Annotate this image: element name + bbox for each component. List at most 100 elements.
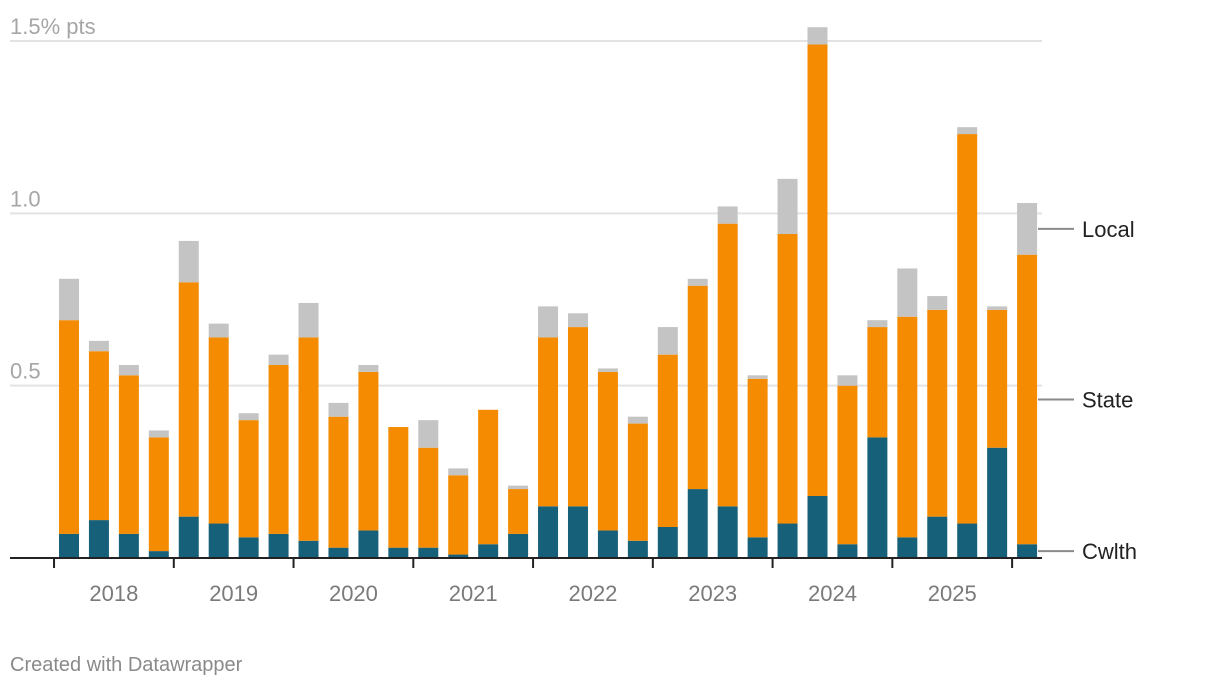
- y-tick-label: 0.5: [10, 359, 41, 384]
- bar-segment-cwlth: [747, 537, 768, 558]
- bar-segment-state: [238, 420, 259, 538]
- bar-segment-local: [627, 416, 648, 424]
- bar-segment-cwlth: [508, 533, 529, 558]
- series-label-local: Local: [1082, 217, 1135, 242]
- bar-segment-state: [388, 427, 409, 548]
- bar-segment-state: [777, 234, 798, 524]
- bar-segment-local: [59, 278, 79, 321]
- bar-segment-cwlth: [238, 537, 259, 558]
- x-tick-label: 2023: [688, 581, 737, 606]
- x-tick-label: 2022: [568, 581, 617, 606]
- bar-segment-cwlth: [148, 551, 169, 558]
- bar-segment-state: [418, 447, 439, 548]
- bar-segment-cwlth: [328, 547, 349, 558]
- bar-segment-cwlth: [418, 547, 439, 558]
- bar-segment-cwlth: [118, 533, 139, 558]
- bar-segment-local: [1017, 202, 1038, 255]
- bar-segment-state: [687, 285, 708, 490]
- bar-segment-cwlth: [448, 554, 469, 558]
- bar-segment-cwlth: [777, 523, 798, 558]
- bar-segment-local: [118, 364, 139, 376]
- bar-segment-cwlth: [59, 533, 79, 558]
- bar-segment-state: [957, 134, 978, 524]
- bar-segment-state: [178, 282, 199, 517]
- bar-segment-state: [747, 378, 768, 538]
- bar-segment-cwlth: [807, 495, 828, 558]
- bar-segment-cwlth: [987, 447, 1008, 558]
- bar-segment-local: [897, 268, 918, 317]
- bar-segment-local: [867, 320, 888, 328]
- bar-segment-state: [987, 309, 1008, 448]
- bar-segment-state: [538, 337, 559, 507]
- bar-segment-cwlth: [657, 526, 678, 558]
- bar-segment-state: [508, 489, 529, 534]
- bar-segment-local: [597, 368, 618, 372]
- bar-segment-state: [358, 371, 379, 531]
- bar-segment-state: [328, 416, 349, 548]
- bar-segment-state: [837, 385, 858, 545]
- x-tick-label: 2020: [329, 581, 378, 606]
- bar-segment-state: [897, 316, 918, 538]
- bar-segment-local: [358, 364, 379, 372]
- y-tick-label: 1.0: [10, 186, 41, 211]
- bar-segment-cwlth: [88, 520, 109, 558]
- bar-segment-local: [418, 420, 439, 448]
- bar-segment-local: [448, 468, 469, 476]
- bar-segment-local: [268, 354, 289, 365]
- bar-segment-cwlth: [1017, 544, 1038, 558]
- bar-segment-local: [538, 306, 559, 338]
- x-tick-label: 2018: [89, 581, 138, 606]
- bar-segment-cwlth: [957, 523, 978, 558]
- bar-segment-state: [268, 364, 289, 534]
- bar-segment-state: [657, 354, 678, 527]
- bar-segment-cwlth: [538, 506, 559, 558]
- bar-segment-local: [657, 327, 678, 355]
- bar-segment-local: [927, 296, 948, 310]
- bar-segment-state: [717, 223, 738, 507]
- bar-segment-local: [178, 240, 199, 283]
- x-tick-label: 2025: [928, 581, 977, 606]
- x-tick-label: 2024: [808, 581, 857, 606]
- x-ticks: 2018 2019 2020 2021 2022 2023 2024 2025: [53, 558, 1014, 606]
- bar-segment-local: [717, 206, 738, 224]
- bar-segment-local: [567, 313, 588, 328]
- bar-segment-local: [508, 485, 529, 490]
- bar-segment-cwlth: [867, 437, 888, 558]
- bar-segment-cwlth: [298, 540, 319, 558]
- bar-segment-state: [927, 309, 948, 517]
- bar-segment-state: [59, 320, 79, 534]
- x-tick-label: 2021: [449, 581, 498, 606]
- bar-segment-local: [957, 127, 978, 135]
- bar-segment-state: [567, 327, 588, 507]
- bar-segment-local: [328, 402, 349, 417]
- bar-segment-local: [208, 323, 229, 338]
- bar-segment-cwlth: [358, 530, 379, 558]
- bar-segment-local: [88, 340, 109, 352]
- bar-segment-cwlth: [837, 544, 858, 558]
- bar-segment-state: [478, 409, 499, 545]
- bar-segment-cwlth: [388, 547, 409, 558]
- bar-segment-local: [148, 430, 169, 438]
- y-tick-labels: 0.5 1.0 1.5% pts: [10, 14, 96, 384]
- x-tick-label: 2019: [209, 581, 258, 606]
- bar-segment-cwlth: [897, 537, 918, 558]
- series-label-cwlth: Cwlth: [1082, 539, 1137, 564]
- bar-segment-local: [837, 375, 858, 386]
- bar-segment-cwlth: [268, 533, 289, 558]
- series-labels: Cwlth State Local: [1038, 217, 1137, 564]
- credit-text: Created with Datawrapper: [10, 654, 243, 676]
- bar-segment-state: [1017, 254, 1038, 545]
- bar-segment-local: [238, 413, 259, 421]
- bar-segment-state: [148, 437, 169, 552]
- bar-segment-state: [627, 423, 648, 541]
- bar-segment-local: [777, 178, 798, 235]
- bar-segment-cwlth: [208, 523, 229, 558]
- bar-segment-cwlth: [597, 530, 618, 558]
- bar-segment-local: [747, 375, 768, 379]
- bar-segment-state: [807, 44, 828, 496]
- bar-segment-state: [298, 337, 319, 541]
- bar-segment-cwlth: [567, 506, 588, 558]
- bar-segment-cwlth: [687, 489, 708, 558]
- bar-segment-cwlth: [927, 516, 948, 558]
